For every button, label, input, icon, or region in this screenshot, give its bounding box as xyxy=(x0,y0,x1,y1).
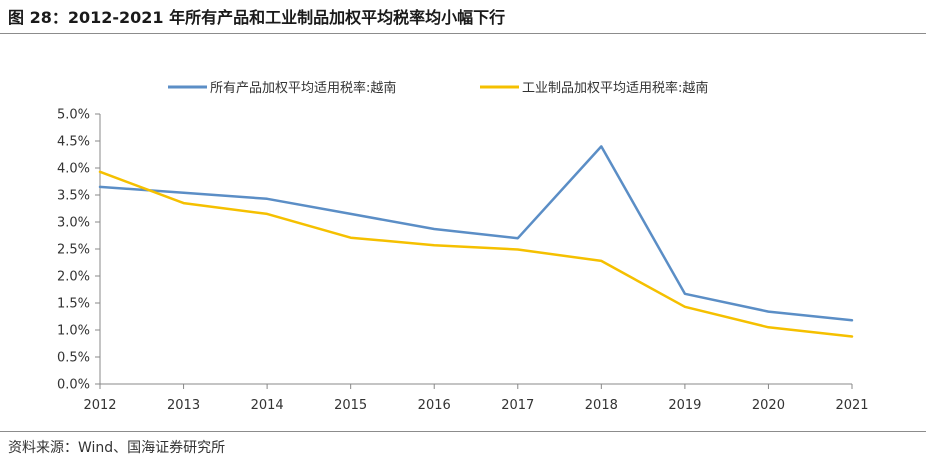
series-line-all-products xyxy=(98,145,854,322)
y-tick-label: 3.0% xyxy=(57,216,90,231)
x-tick-label: 2017 xyxy=(501,398,534,413)
data-point xyxy=(99,186,101,188)
data-point xyxy=(600,260,602,262)
x-tick-label: 2019 xyxy=(668,398,701,413)
data-point xyxy=(600,145,602,147)
x-tick-label: 2014 xyxy=(251,398,284,413)
data-point xyxy=(349,236,351,238)
source-divider xyxy=(0,431,926,432)
y-tick-label: 1.5% xyxy=(57,297,90,312)
data-point xyxy=(99,171,101,173)
x-tick-label: 2021 xyxy=(835,398,868,413)
x-tick-label: 2020 xyxy=(752,398,785,413)
x-tick-label: 2016 xyxy=(418,398,451,413)
data-point xyxy=(851,319,853,321)
y-tick-label: 0.0% xyxy=(57,378,90,393)
y-tick-label: 4.5% xyxy=(57,135,90,150)
data-point xyxy=(684,293,686,295)
legend: 所有产品加权平均适用税率:越南 工业制品加权平均适用税率:越南 xyxy=(168,80,708,96)
data-point xyxy=(517,237,519,239)
y-tick-label: 1.0% xyxy=(57,324,90,339)
chart-title: 图 28：2012-2021 年所有产品和工业制品加权平均税率均小幅下行 xyxy=(8,8,506,27)
data-point xyxy=(433,244,435,246)
data-point xyxy=(767,310,769,312)
data-point xyxy=(182,192,184,194)
data-point xyxy=(182,202,184,204)
legend-label-all-products: 所有产品加权平均适用税率:越南 xyxy=(210,80,396,96)
x-tick-label: 2013 xyxy=(167,398,200,413)
series-layer xyxy=(98,145,854,338)
x-tick-label: 2012 xyxy=(83,398,116,413)
legend-label-industrial-products: 工业制品加权平均适用税率:越南 xyxy=(522,80,708,96)
data-point xyxy=(266,198,268,200)
data-point xyxy=(266,213,268,215)
x-tick-label: 2015 xyxy=(334,398,367,413)
data-point xyxy=(851,335,853,337)
y-tick-label: 5.0% xyxy=(57,108,90,123)
x-axis-ticks: 2012 2013 2014 2015 2016 2017 2018 2019 2020 2021 xyxy=(83,384,869,413)
y-tick-label: 3.5% xyxy=(57,189,90,204)
y-tick-label: 0.5% xyxy=(57,351,90,366)
y-axis-ticks: 0.0% 0.5% 1.0% 1.5% 2.0% 2.5% 3.0% 3.5% 4.0% 4.5%… xyxy=(57,108,100,393)
data-point xyxy=(684,306,686,308)
data-point xyxy=(349,213,351,215)
y-tick-label: 4.0% xyxy=(57,162,90,177)
y-tick-label: 2.0% xyxy=(57,270,90,285)
data-point xyxy=(767,326,769,328)
data-point xyxy=(517,248,519,250)
source-note: 资料来源：Wind、国海证券研究所 xyxy=(8,440,226,456)
data-point xyxy=(433,228,435,230)
title-divider xyxy=(0,33,926,34)
series-line-industrial-products xyxy=(98,170,854,338)
x-tick-label: 2018 xyxy=(585,398,618,413)
y-tick-label: 2.5% xyxy=(57,243,90,258)
